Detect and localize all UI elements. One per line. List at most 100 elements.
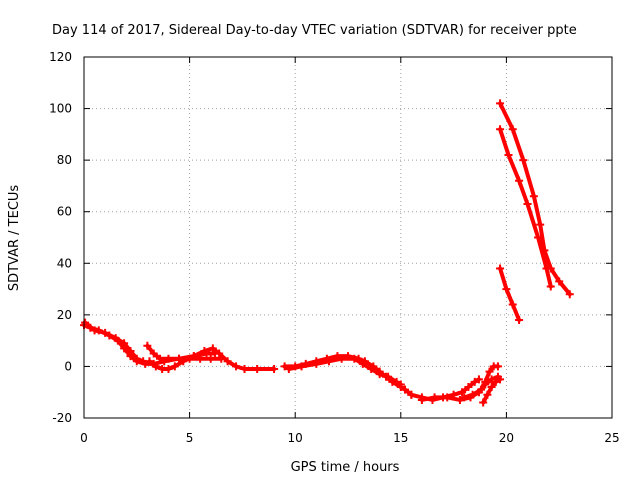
data-point-marker — [508, 125, 517, 134]
y-tick-label: -20 — [52, 411, 72, 425]
data-point-marker — [179, 357, 188, 366]
data-point-marker — [270, 365, 279, 374]
data-point-marker — [565, 290, 574, 299]
series-trace-13 — [498, 101, 572, 297]
data-point-marker — [90, 326, 99, 335]
data-point-marker — [284, 365, 293, 374]
data-point-marker — [206, 354, 215, 363]
data-point-marker — [430, 393, 439, 402]
data-series — [80, 99, 574, 407]
data-point-marker — [546, 282, 555, 291]
data-point-marker — [508, 300, 517, 309]
data-point-marker — [143, 341, 152, 350]
data-point-marker — [324, 357, 333, 366]
data-point-marker — [396, 380, 405, 389]
data-point-marker — [483, 390, 492, 399]
data-point-marker — [232, 362, 241, 371]
y-tick-label: 0 — [64, 359, 72, 373]
data-point-marker — [464, 383, 473, 392]
data-point-marker — [515, 316, 524, 325]
data-point-marker — [485, 367, 494, 376]
series-trace-5 — [282, 354, 414, 397]
data-point-marker — [215, 349, 224, 358]
data-point-marker — [384, 372, 393, 381]
grid-lines — [84, 57, 612, 418]
data-point-marker — [496, 264, 505, 273]
data-point-marker — [493, 362, 502, 371]
data-point-marker — [401, 385, 410, 394]
y-tick-label: 40 — [57, 256, 72, 270]
data-point-marker — [496, 99, 505, 108]
x-tick-label: 20 — [499, 431, 514, 445]
x-tick-label: 0 — [80, 431, 88, 445]
data-point-marker — [170, 362, 179, 371]
data-point-marker — [417, 395, 426, 404]
data-point-marker — [196, 354, 205, 363]
data-point-marker — [515, 176, 524, 185]
x-axis-title: GPS time / hours — [291, 460, 400, 475]
y-tick-label: 120 — [49, 50, 72, 64]
data-point-marker — [479, 398, 488, 407]
data-point-marker — [189, 352, 198, 361]
data-point-marker — [145, 357, 154, 366]
data-point-marker — [496, 125, 505, 134]
data-point-marker — [481, 377, 490, 386]
data-point-marker — [491, 377, 500, 386]
data-point-marker — [253, 365, 262, 374]
data-point-marker — [536, 220, 545, 229]
data-point-marker — [496, 375, 505, 384]
y-tick-label: 60 — [57, 205, 72, 219]
y-axis-title: SDTVAR / TECUs — [7, 185, 22, 292]
data-point-marker — [164, 354, 173, 363]
data-point-marker — [132, 354, 141, 363]
data-point-marker — [81, 318, 90, 327]
data-point-marker — [200, 346, 209, 355]
y-tick-label: 100 — [49, 102, 72, 116]
data-point-marker — [280, 362, 289, 371]
x-tick-label: 15 — [393, 431, 408, 445]
data-point-marker — [460, 393, 469, 402]
data-point-marker — [208, 344, 217, 353]
data-point-marker — [223, 357, 232, 366]
data-point-marker — [470, 377, 479, 386]
data-point-marker — [101, 328, 110, 337]
data-point-marker — [392, 377, 401, 386]
data-point-marker — [367, 365, 376, 374]
series-trace-11 — [498, 266, 522, 322]
data-point-marker — [555, 277, 564, 286]
data-point-marker — [407, 390, 416, 399]
data-point-marker — [175, 354, 184, 363]
data-point-marker — [477, 385, 486, 394]
data-point-marker — [240, 365, 249, 374]
data-point-marker — [487, 375, 496, 384]
data-point-marker — [487, 383, 496, 392]
data-point-marker — [468, 390, 477, 399]
data-point-marker — [474, 375, 483, 384]
x-tick-label: 10 — [288, 431, 303, 445]
data-point-marker — [120, 339, 129, 348]
data-point-marker — [297, 362, 306, 371]
data-point-marker — [546, 264, 555, 273]
data-point-marker — [149, 349, 158, 358]
data-point-marker — [164, 365, 173, 374]
data-point-marker — [156, 354, 165, 363]
data-point-marker — [375, 370, 384, 379]
x-tick-label: 5 — [186, 431, 194, 445]
data-point-marker — [458, 388, 467, 397]
data-point-marker — [529, 192, 538, 201]
data-point-marker — [523, 199, 532, 208]
data-point-marker — [126, 346, 135, 355]
data-point-marker — [111, 334, 120, 343]
x-tick-label: 25 — [604, 431, 619, 445]
plot-frame — [83, 56, 613, 419]
data-point-marker — [312, 359, 321, 368]
data-point-marker — [540, 246, 549, 255]
data-point-marker — [350, 354, 359, 363]
y-tick-label: 20 — [57, 308, 72, 322]
chart-title: Day 114 of 2017, Sidereal Day-to-day VTE… — [52, 23, 577, 38]
data-point-marker — [443, 393, 452, 402]
data-point-marker — [519, 156, 528, 165]
axis-ticks: 0 5 10 15 20 25 -20 0 20 40 60 80 100 120 — [49, 50, 620, 445]
data-point-marker — [337, 354, 346, 363]
